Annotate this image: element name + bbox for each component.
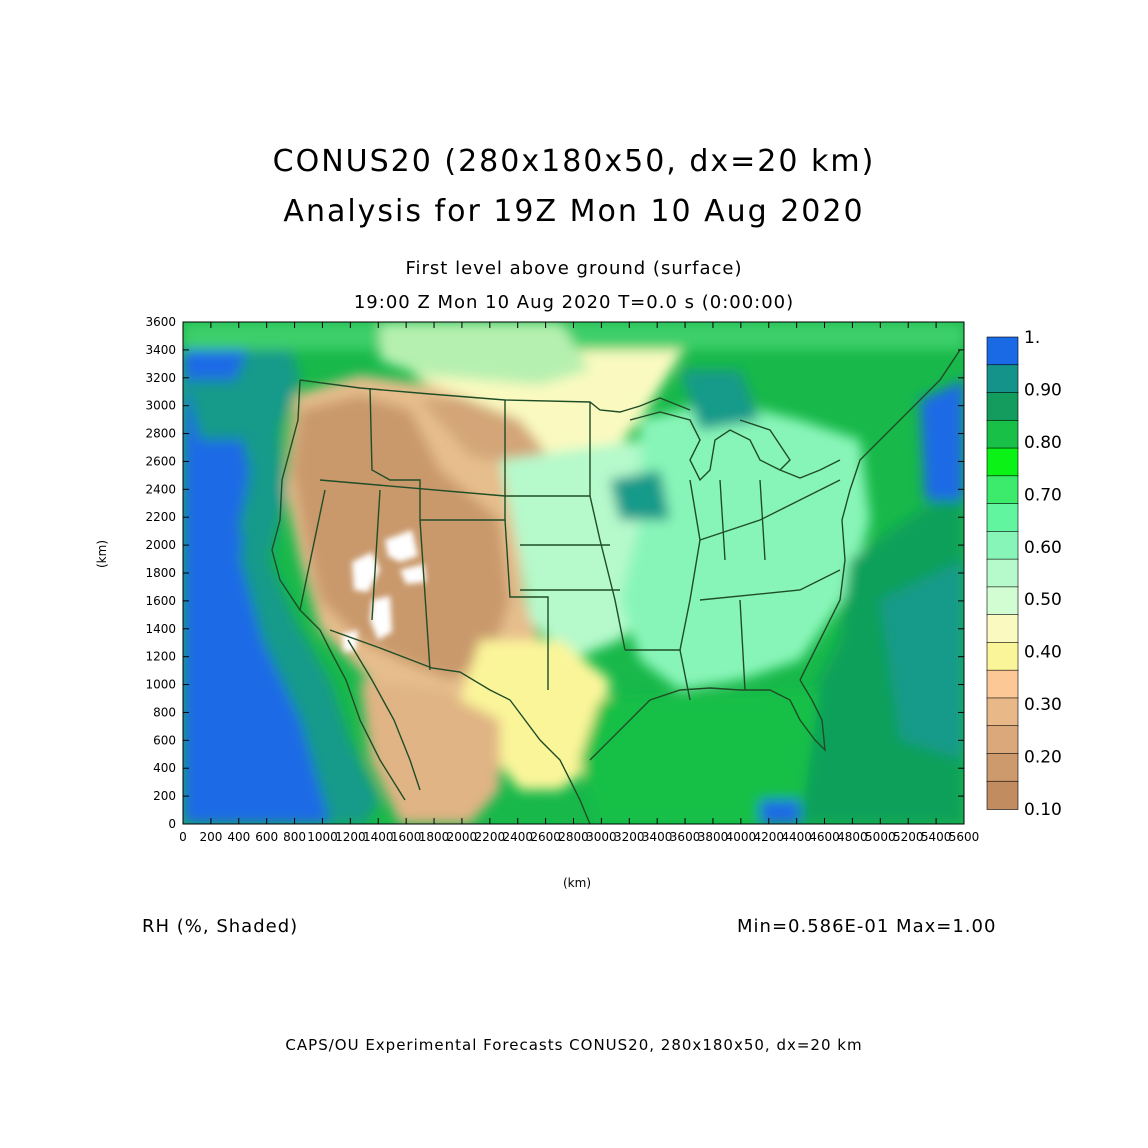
title-line-2: Analysis for 19Z Mon 10 Aug 2020 <box>283 194 865 229</box>
y-tick-label: 2400 <box>145 482 176 496</box>
y-tick-label: 1400 <box>145 622 176 636</box>
y-tick-label: 2800 <box>145 427 176 441</box>
x-tick-label: 1000 <box>307 830 338 844</box>
colorbar-label: 1. <box>1024 328 1040 348</box>
y-tick-label: 2200 <box>145 510 176 524</box>
y-axis-label: (km) <box>95 539 109 568</box>
colorbar-labels: 1. 0.90 0.80 0.70 0.60 0.50 0.40 0.30 0.20 0.10 <box>1024 328 1062 820</box>
x-tick-label: 3000 <box>586 830 617 844</box>
x-tick-label: 4600 <box>809 830 840 844</box>
y-tick-label: 2000 <box>145 538 176 552</box>
colorbar-swatch <box>986 586 1019 616</box>
colorbar-swatch <box>986 503 1019 533</box>
y-tick-label: 2600 <box>145 454 176 468</box>
y-tick-label: 200 <box>153 789 176 803</box>
x-tick-label: 4000 <box>726 830 757 844</box>
colorbar-swatch <box>986 558 1019 588</box>
x-tick-label: 4400 <box>781 830 812 844</box>
colorbar-swatch <box>986 419 1019 449</box>
y-tick-label: 1200 <box>145 650 176 664</box>
x-tick-label: 1400 <box>363 830 394 844</box>
rh-field <box>183 322 964 824</box>
colorbar-swatch <box>986 780 1019 810</box>
x-axis-label: (km) <box>563 876 592 890</box>
colorbar-label: 0.30 <box>1024 695 1062 715</box>
y-tick-label: 3200 <box>145 371 176 385</box>
x-tick-label: 800 <box>283 830 306 844</box>
y-tick-label: 0 <box>168 817 176 831</box>
x-tick-label: 1600 <box>391 830 422 844</box>
colorbar-label: 0.90 <box>1024 380 1062 400</box>
y-tick-label: 600 <box>153 733 176 747</box>
y-tick-labels: 0 200 400 600 800 1000 1200 1400 1600 1800 2000 220… <box>145 315 176 831</box>
x-tick-label: 200 <box>199 830 222 844</box>
colorbar-swatch <box>986 531 1019 560</box>
colorbar-swatch <box>986 669 1019 699</box>
y-tick-label: 3600 <box>145 315 176 329</box>
colorbar-swatch <box>986 642 1019 671</box>
colorbar-label: 0.60 <box>1024 538 1062 558</box>
x-tick-label: 2800 <box>558 830 589 844</box>
colorbar-swatch <box>986 447 1019 477</box>
x-tick-label: 2200 <box>475 830 506 844</box>
x-tick-label: 5000 <box>865 830 896 844</box>
title-line-1: CONUS20 (280x180x50, dx=20 km) <box>272 144 876 179</box>
x-tick-label: 2600 <box>530 830 561 844</box>
colorbar-swatch <box>986 364 1019 394</box>
x-tick-label: 5600 <box>949 830 980 844</box>
x-tick-label: 400 <box>227 830 250 844</box>
x-tick-label: 3800 <box>698 830 729 844</box>
x-tick-label: 2000 <box>447 830 478 844</box>
boundary-lines <box>271 349 961 824</box>
colorbar-swatch <box>986 753 1019 783</box>
colorbar-swatch <box>986 475 1019 505</box>
x-tick-label: 0 <box>179 830 187 844</box>
colorbar-label: 0.10 <box>1024 800 1062 820</box>
field-label: RH (%, Shaded) <box>142 916 299 937</box>
x-tick-label: 5400 <box>921 830 952 844</box>
x-tick-label: 4200 <box>753 830 784 844</box>
colorbar-swatch <box>986 725 1019 755</box>
y-tick-label: 400 <box>153 761 176 775</box>
y-tick-label: 1600 <box>145 594 176 608</box>
x-tick-label: 4800 <box>837 830 868 844</box>
x-tick-label: 3200 <box>614 830 645 844</box>
y-tick-label: 1000 <box>145 678 176 692</box>
x-tick-label: 1200 <box>335 830 366 844</box>
time-label: 19:00 Z Mon 10 Aug 2020 T=0.0 s (0:00:00… <box>353 292 795 313</box>
colorbar-label: 0.80 <box>1024 433 1062 453</box>
colorbar-swatch <box>986 614 1019 644</box>
colorbar <box>986 336 1019 810</box>
x-tick-label: 5200 <box>893 830 924 844</box>
y-tick-label: 3000 <box>145 399 176 413</box>
colorbar-swatch <box>986 392 1019 422</box>
colorbar-swatch <box>986 697 1019 727</box>
x-tick-label: 3400 <box>642 830 673 844</box>
x-tick-labels: 0 200 400 600 800 100012001400160018002000220… <box>179 830 979 844</box>
y-tick-label: 3400 <box>145 343 176 357</box>
colorbar-swatch <box>986 336 1019 366</box>
min-max-label: Min=0.586E-01 Max=1.00 <box>737 916 997 937</box>
x-tick-label: 2400 <box>502 830 533 844</box>
axis-ticks <box>182 321 965 825</box>
colorbar-label: 0.20 <box>1024 748 1062 768</box>
credit-label: CAPS/OU Experimental Forecasts CONUS20, … <box>285 1036 863 1054</box>
y-tick-label: 800 <box>153 705 176 719</box>
colorbar-label: 0.50 <box>1024 590 1062 610</box>
x-tick-label: 1800 <box>419 830 450 844</box>
colorbar-label: 0.40 <box>1024 643 1062 663</box>
colorbar-label: 0.70 <box>1024 485 1062 505</box>
y-tick-label: 1800 <box>145 566 176 580</box>
level-label: First level above ground (surface) <box>405 258 743 279</box>
x-tick-label: 600 <box>255 830 278 844</box>
x-tick-label: 3600 <box>670 830 701 844</box>
